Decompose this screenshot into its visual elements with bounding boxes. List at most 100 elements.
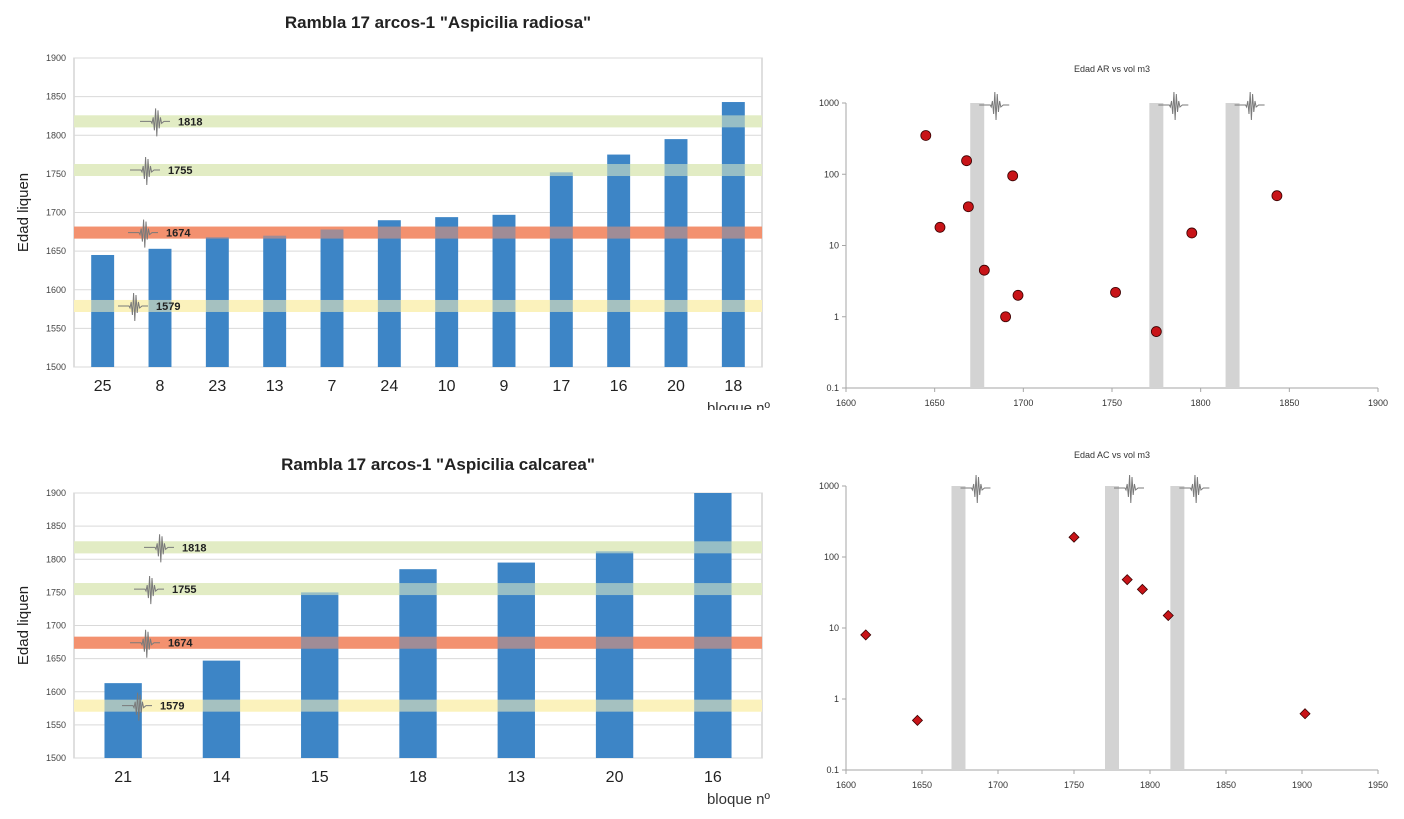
seismogram-trace [1158, 91, 1189, 121]
x-tick-label: 1800 [1140, 780, 1160, 790]
data-point [1068, 531, 1080, 543]
seismogram-trace [118, 292, 148, 321]
bar [549, 172, 573, 367]
seismogram-icon [128, 219, 158, 248]
data-point [1000, 311, 1012, 323]
bar [607, 154, 631, 367]
x-tick-label: 16 [610, 378, 628, 395]
x-tick-label: 25 [94, 378, 112, 395]
event-band-label: 1818 [178, 116, 202, 128]
event-band-overlay [74, 583, 762, 596]
bar [399, 569, 437, 758]
data-point [911, 714, 924, 726]
event-bar-1775 [1105, 486, 1119, 770]
event-band-overlay [74, 636, 762, 649]
y-tick-label: 1 [834, 694, 839, 704]
x-tick-label: 16 [704, 769, 722, 786]
y-tick-label: 1750 [46, 587, 66, 597]
x-tick-label: 18 [409, 769, 427, 786]
chart-title: Rambla 17 arcos-1 "Aspicilia radiosa" [285, 13, 591, 32]
event-band-label: 1818 [182, 542, 206, 554]
scatter-chart-ac: Edad AC vs vol m3 0.1 1 10 100 1000 1600 1650 17… [790, 430, 1404, 814]
scatter-chart-ar: Edad AR vs vol m3 0.1 1 10 100 1000 1600 1650 17… [790, 0, 1404, 410]
seismogram-icon [1158, 91, 1189, 121]
chart-svg: Rambla 17 arcos-1 "Aspicilia radiosa" Eda… [15, 13, 771, 417]
y-tick-label: 1800 [46, 554, 66, 564]
event-band-label: 1674 [168, 638, 193, 650]
data-point [1150, 326, 1162, 337]
y-tick-label: 1000 [819, 481, 839, 491]
x-tick-label: 1600 [836, 780, 856, 790]
seismogram-trace [130, 629, 160, 658]
seismogram-icon [1114, 474, 1144, 504]
y-tick-label: 10 [829, 623, 839, 633]
y-tick-label: 1000 [819, 98, 839, 108]
data-point [978, 264, 990, 276]
y-tick-label: 1800 [46, 130, 66, 140]
seismogram-trace [130, 156, 160, 186]
x-tick-label: 9 [500, 378, 509, 395]
data-point [1007, 170, 1019, 182]
x-tick-label: 1900 [1292, 780, 1312, 790]
seismogram-icon [144, 534, 174, 563]
seismogram-icon [134, 576, 164, 605]
seismogram-icon [979, 91, 1010, 121]
chart-svg: Edad AC vs vol m3 0.1 1 10 100 1000 1600 1650 17… [819, 450, 1388, 790]
chart-svg: Rambla 17 arcos-1 "Aspicilia calcarea" Ed… [15, 455, 771, 808]
y-tick-label: 0.1 [826, 383, 839, 393]
event-bar-1818 [1170, 486, 1185, 770]
seismogram-icon [140, 108, 170, 137]
y-tick-label: 1900 [46, 488, 66, 498]
seismogram-trace [979, 91, 1010, 121]
chart-title: Edad AC vs vol m3 [1074, 450, 1150, 460]
data-point [962, 201, 974, 213]
chart-title: Edad AR vs vol m3 [1074, 64, 1150, 74]
x-tick-label: 1750 [1064, 780, 1084, 790]
x-tick-label: 1600 [836, 398, 856, 408]
y-tick-label: 0.1 [826, 765, 839, 775]
seismogram-icon [960, 474, 991, 504]
seismogram-icon [122, 692, 152, 721]
y-tick-label: 1600 [46, 285, 66, 295]
event-bar-1674 [970, 103, 985, 388]
data-point [1012, 289, 1024, 301]
x-tick-label: 1800 [1191, 398, 1211, 408]
bar [320, 229, 344, 367]
y-tick-label: 1650 [46, 246, 66, 256]
x-tick-label: 20 [606, 769, 624, 786]
seismogram-trace [960, 474, 991, 504]
x-tick-label: 1950 [1368, 780, 1388, 790]
event-band-label: 1674 [166, 228, 191, 240]
seismogram-icon [130, 629, 160, 658]
y-axis-label: Edad liquen [15, 586, 32, 665]
event-band-overlay [74, 115, 762, 128]
data-point [1136, 583, 1148, 595]
seismogram-trace [144, 534, 174, 563]
bar-chart-radiosa: Rambla 17 arcos-1 "Aspicilia radiosa" Eda… [0, 0, 780, 417]
event-band-overlay [74, 699, 762, 712]
x-tick-label: 1750 [1102, 398, 1122, 408]
y-tick-label: 1750 [46, 169, 66, 179]
seismogram-trace [1179, 474, 1210, 504]
y-tick-label: 10 [829, 241, 839, 251]
y-tick-label: 1 [834, 312, 839, 322]
seismogram-trace [140, 108, 170, 137]
bar [497, 562, 535, 758]
event-band-overlay [74, 226, 762, 239]
data-point [1186, 227, 1198, 239]
y-axis-label: Edad liquen [15, 173, 32, 252]
bar-chart-calcarea: Rambla 17 arcos-1 "Aspicilia calcarea" Ed… [0, 430, 780, 814]
y-tick-label: 1500 [46, 362, 66, 372]
data-point [961, 155, 972, 167]
x-tick-label: 20 [667, 378, 685, 395]
chart-title: Rambla 17 arcos-1 "Aspicilia calcarea" [281, 455, 595, 474]
y-tick-label: 1850 [46, 92, 66, 102]
y-tick-label: 1850 [46, 521, 66, 531]
event-bar-1775 [1149, 103, 1164, 388]
x-tick-label: 1650 [925, 398, 945, 408]
y-tick-label: 1550 [46, 720, 66, 730]
event-band-label: 1579 [160, 701, 184, 713]
seismogram-trace [1234, 91, 1265, 121]
data-point [1121, 574, 1133, 586]
